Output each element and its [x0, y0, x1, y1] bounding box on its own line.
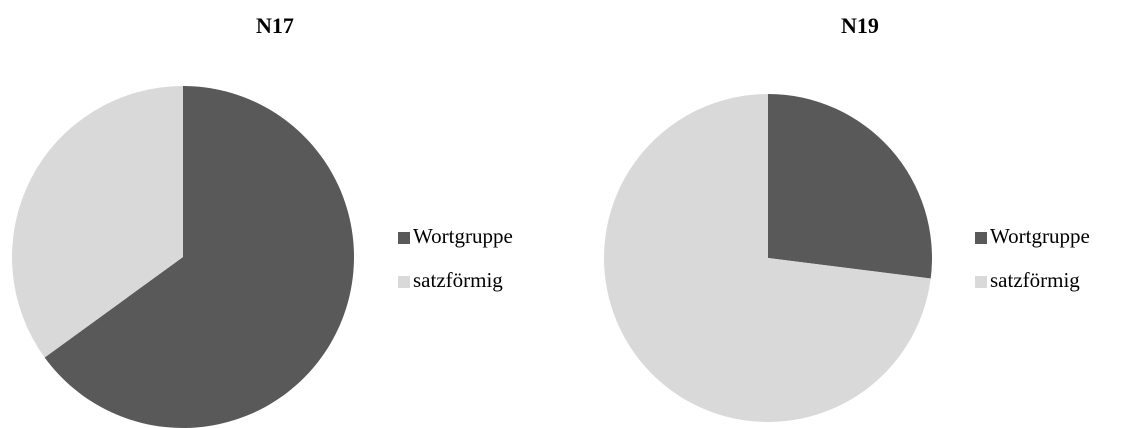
chart-title: N19: [841, 13, 879, 38]
legend-label: satzförmig: [413, 268, 503, 292]
pie-slice: [12, 86, 183, 358]
legend-swatch: [398, 232, 410, 244]
pie-slice: [603, 94, 931, 422]
legend-swatch: [398, 276, 410, 288]
legend-label: Wortgruppe: [990, 224, 1090, 248]
chart-title: N17: [256, 13, 294, 38]
pie-slice: [768, 94, 932, 279]
pie-slice: [44, 86, 355, 428]
legend-swatch: [975, 276, 987, 288]
legend-label: Wortgruppe: [413, 224, 513, 248]
legend-swatch: [975, 232, 987, 244]
legend-label: satzförmig: [990, 268, 1080, 292]
